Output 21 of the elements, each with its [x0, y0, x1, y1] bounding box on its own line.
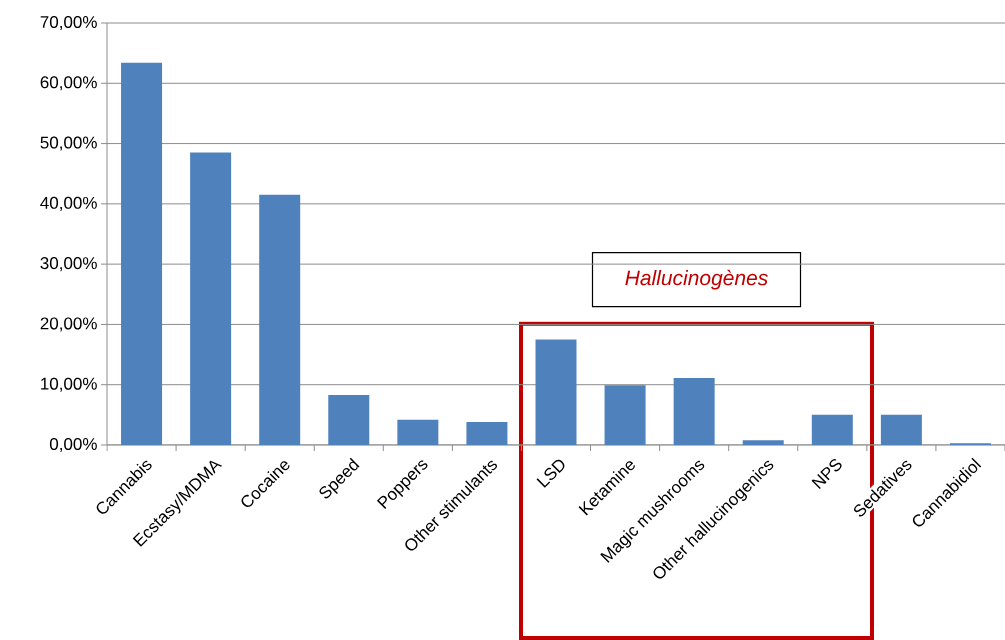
bar — [259, 194, 301, 445]
y-tick-label: 30,00% — [40, 257, 97, 272]
y-tick-label: 10,00% — [41, 377, 97, 392]
annotation: Hallucinogènes — [625, 269, 768, 290]
bar — [466, 422, 508, 445]
bar — [742, 440, 784, 445]
bar — [535, 339, 577, 445]
bar — [673, 378, 715, 445]
y-tick-label: 50,00% — [40, 136, 97, 151]
bar — [880, 414, 922, 445]
y-tick-label: 20,00% — [40, 317, 97, 332]
y-tick-label: 0,00% — [49, 437, 97, 453]
bar — [328, 394, 370, 445]
bar — [121, 62, 163, 445]
y-tick-label: 40,00% — [40, 196, 97, 211]
bar — [190, 152, 232, 445]
bar — [604, 385, 646, 445]
y-tick-label: 70,00% — [40, 15, 97, 31]
bar — [397, 419, 439, 445]
bar — [811, 414, 853, 445]
y-tick-label: 60,00% — [40, 76, 97, 91]
